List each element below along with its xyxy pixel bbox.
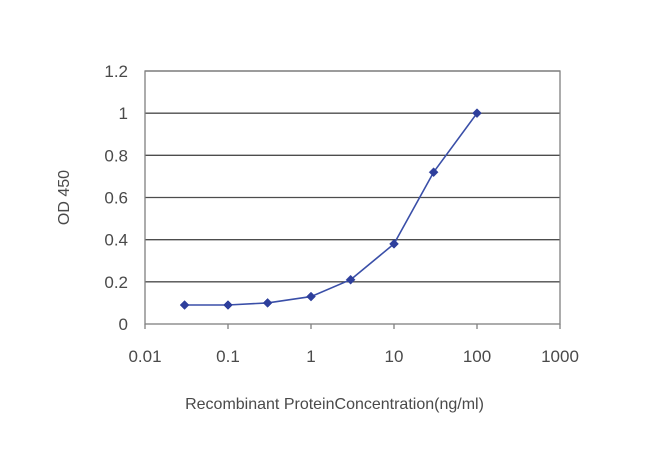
y-tick-label: 0.8: [104, 146, 128, 165]
x-tick-label: 0.1: [216, 347, 240, 366]
y-tick-label: 1: [119, 104, 128, 123]
x-tick-label: 1: [306, 347, 315, 366]
y-tick-label: 1.2: [104, 62, 128, 81]
y-tick-label: 0.2: [104, 273, 128, 292]
data-point-marker: [179, 300, 190, 310]
x-tick-label: 0.01: [128, 347, 161, 366]
data-point-marker: [428, 167, 439, 178]
y-axis-tick-labels: 0 0.2 0.4 0.6 0.8 1 1.2: [104, 62, 128, 334]
data-point-marker: [262, 298, 273, 308]
y-tick-label: 0.4: [104, 231, 128, 250]
x-axis-title: Recombinant ProteinConcentration(ng/ml): [185, 396, 484, 413]
x-axis-ticks: 0.01 0.1 1 10 100 1000: [128, 324, 579, 366]
data-point-marker: [223, 300, 233, 310]
plot-area-frame: [144, 70, 561, 325]
data-point-marker: [345, 274, 356, 285]
gridlines: [145, 70, 560, 283]
y-axis-title: OD 450: [56, 170, 73, 225]
x-tick-label: 1000: [541, 347, 579, 366]
x-tick-label: 100: [463, 347, 491, 366]
data-point-marker: [306, 291, 316, 302]
y-tick-label: 0.6: [104, 189, 128, 208]
x-tick-label: 10: [385, 347, 404, 366]
data-point-marker: [389, 239, 399, 249]
series-line: [184, 112, 478, 306]
series-od450: [179, 108, 482, 310]
y-tick-label: 0: [119, 315, 128, 334]
data-point-marker: [472, 108, 482, 119]
